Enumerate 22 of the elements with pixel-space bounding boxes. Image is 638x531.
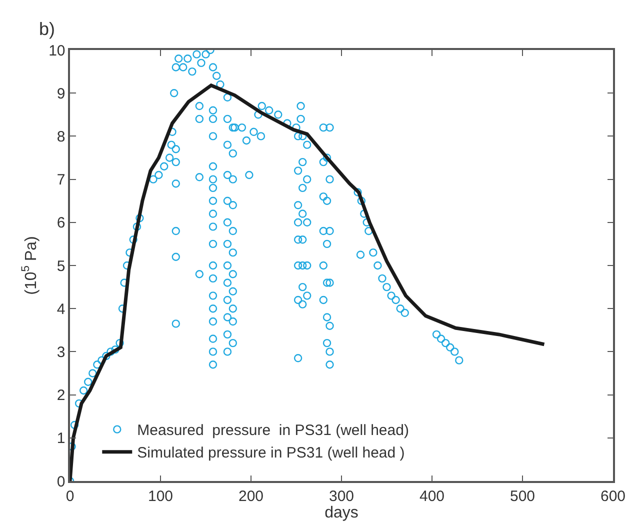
y-tick-label: 10 (48, 42, 66, 60)
x-tick-label: 400 (419, 488, 445, 505)
text: b) (39, 19, 56, 39)
y-tick-label: 8 (56, 128, 66, 146)
x-axis-title: days (324, 504, 358, 522)
legend-label: Simulated pressure in PS31 (well head ) (137, 444, 405, 462)
y-tick-label: 1 (56, 430, 66, 448)
x-tick-label: 300 (328, 488, 354, 505)
x-tick-label: 500 (510, 488, 536, 505)
y-tick-label: 2 (56, 387, 66, 404)
line-series (70, 84, 546, 481)
y-tick-label: 5 (56, 258, 66, 275)
x-tick-label: 600 (600, 488, 626, 505)
y-tick-label: 4 (56, 300, 66, 318)
legend-label: Measured pressure in PS31 (well head) (137, 422, 409, 440)
y-tick-label: 0 (56, 473, 66, 490)
y-tick-label: 7 (56, 172, 66, 189)
y-tick-label: 3 (56, 344, 66, 361)
x-tick-label: 200 (238, 488, 264, 505)
y-tick-label: 9 (56, 85, 66, 102)
x-tick-label: 100 (148, 488, 174, 505)
y-tick-label: 6 (56, 214, 66, 232)
